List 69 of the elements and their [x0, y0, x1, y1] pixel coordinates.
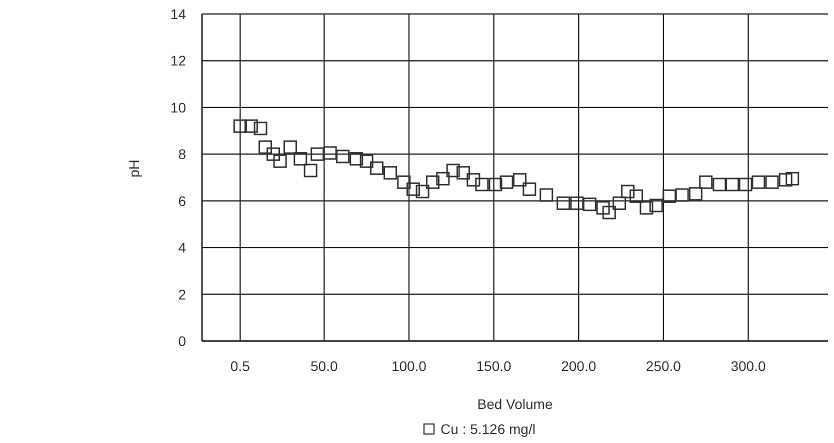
point: [488, 178, 502, 192]
point: [426, 175, 440, 189]
x-tick-label: 150.0: [476, 358, 512, 374]
point: [612, 196, 626, 210]
y-tick-label: 6: [178, 192, 186, 209]
point: [323, 146, 337, 160]
y-tick-label: 0: [178, 332, 186, 349]
point: [500, 175, 514, 189]
point: [258, 140, 272, 154]
point: [283, 140, 297, 154]
point: [456, 166, 470, 180]
point: [699, 175, 713, 189]
x-tick-label: 0.5: [230, 358, 250, 374]
point: [350, 152, 364, 166]
point: [752, 175, 766, 189]
point: [466, 173, 480, 187]
y-axis-title: pH: [126, 160, 142, 178]
point: [556, 196, 570, 210]
point: [294, 152, 308, 166]
point: [582, 198, 596, 212]
x-tick-label: 50.0: [310, 358, 338, 374]
point: [436, 172, 450, 186]
x-axis-title: Bed Volume: [477, 396, 553, 412]
point: [475, 178, 489, 192]
point: [266, 147, 280, 161]
point: [786, 172, 800, 186]
x-tick-label: 100.0: [391, 358, 427, 374]
point: [304, 164, 318, 178]
point: [640, 201, 654, 215]
y-tick-label: 12: [170, 52, 186, 69]
point: [310, 147, 324, 161]
point: [384, 166, 398, 180]
point: [336, 150, 350, 164]
point: [360, 154, 374, 168]
point: [688, 187, 702, 201]
y-tick-label: 4: [178, 240, 186, 256]
point: [662, 189, 676, 203]
point: [540, 188, 554, 202]
y-tick-label: 2: [178, 286, 186, 302]
point: [522, 182, 536, 196]
point: [273, 154, 287, 168]
point: [602, 206, 616, 220]
point: [778, 173, 792, 187]
point: [416, 184, 430, 198]
point: [233, 119, 247, 133]
point: [726, 178, 740, 192]
y-tick-label: 8: [178, 146, 186, 162]
x-tick-label: 300.0: [730, 358, 766, 374]
point: [649, 198, 663, 212]
point: [254, 122, 268, 136]
point: [406, 182, 420, 196]
point: [446, 164, 460, 178]
point: [397, 175, 411, 189]
point: [765, 175, 779, 189]
y-tick-label: 10: [170, 99, 186, 116]
point: [570, 196, 584, 210]
point: [513, 173, 526, 187]
y-tick-label: 14: [170, 6, 186, 22]
point: [675, 188, 689, 202]
legend-label: Cu : 5.126 mg/l: [440, 421, 536, 437]
point: [712, 178, 726, 192]
x-tick-label: 200.0: [561, 358, 596, 374]
point: [738, 178, 752, 192]
x-tick-label: 250.0: [646, 358, 682, 374]
point: [630, 189, 644, 203]
point: [596, 201, 610, 215]
point: [370, 161, 384, 175]
point: [244, 119, 258, 133]
point: [621, 184, 635, 198]
